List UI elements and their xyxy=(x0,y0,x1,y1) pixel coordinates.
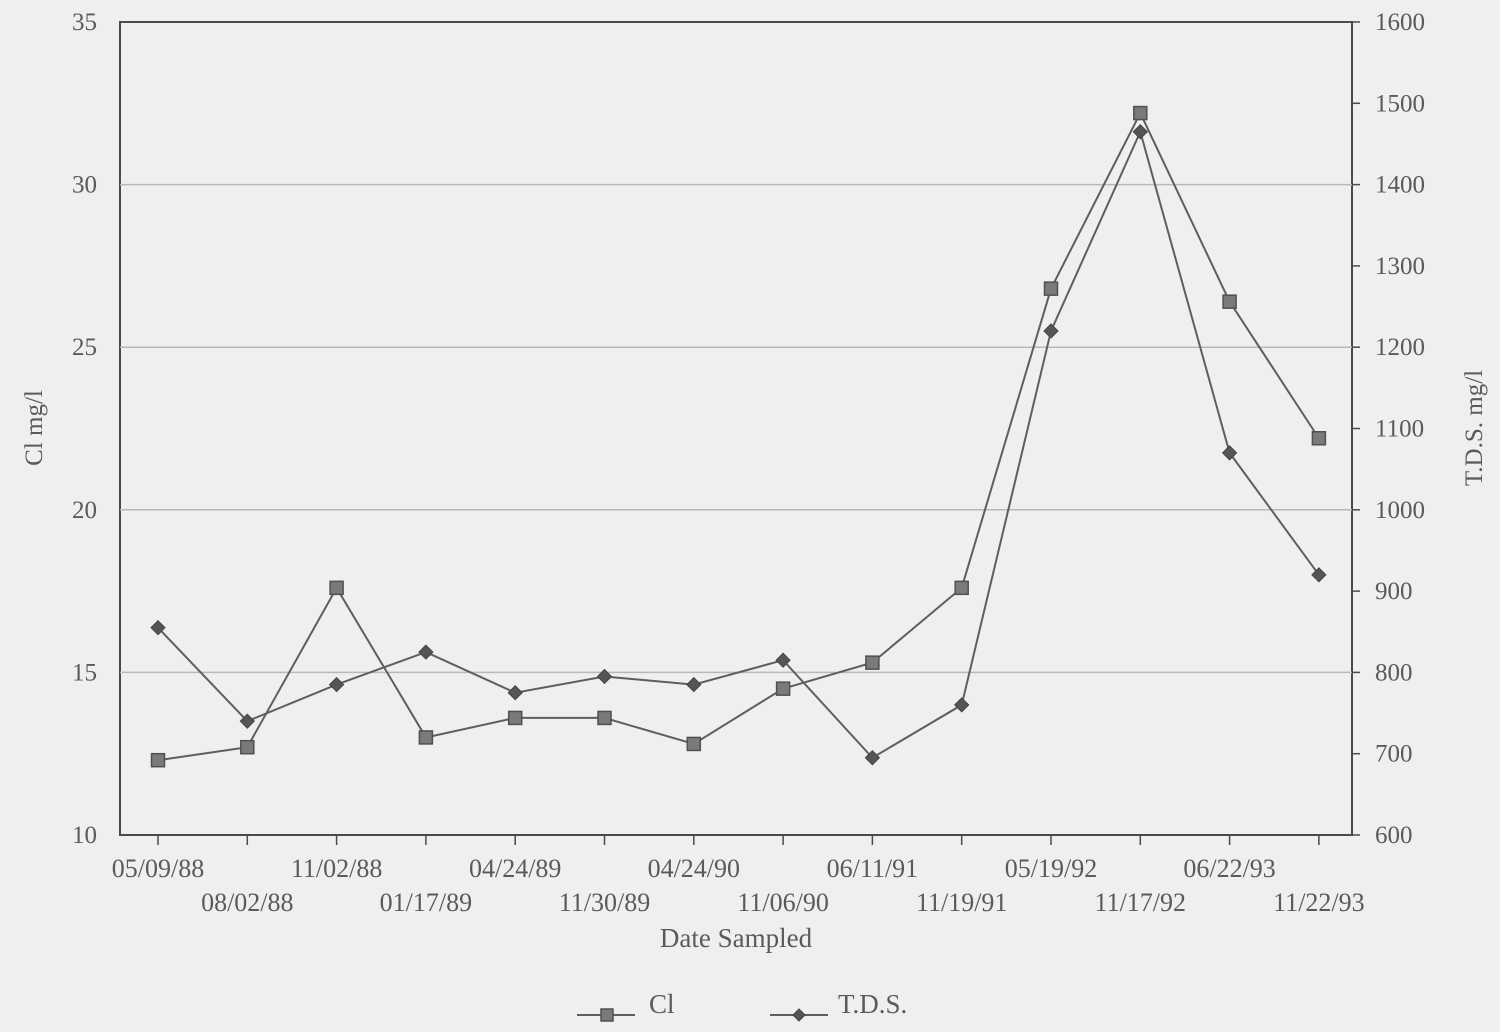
data-point-tds xyxy=(864,750,881,766)
data-point-tds xyxy=(596,668,613,685)
x-tick-label: 05/19/92 xyxy=(1005,854,1097,883)
legend-item: Cl xyxy=(577,989,675,1022)
data-point-cl xyxy=(597,710,612,726)
data-point-tds xyxy=(418,644,434,660)
x-tick-label: 11/17/92 xyxy=(1095,888,1186,917)
y-tick-label-left: 10 xyxy=(72,822,97,849)
data-point-cl xyxy=(150,752,166,768)
data-point-cl xyxy=(1311,431,1327,446)
y-tick-label-right: 1400 xyxy=(1375,172,1425,199)
x-tick-label: 06/11/91 xyxy=(827,854,918,883)
y-tick-label-left: 30 xyxy=(72,172,97,199)
data-point-tds xyxy=(775,652,791,668)
data-point-tds xyxy=(328,676,345,693)
x-tick-label: 11/22/93 xyxy=(1273,888,1364,917)
y-tick-label-right: 1100 xyxy=(1375,416,1424,443)
data-point-cl xyxy=(686,736,702,752)
series-line xyxy=(157,128,1320,760)
series-tds xyxy=(150,124,1327,766)
data-point-tds xyxy=(1311,567,1327,583)
series-cl xyxy=(150,105,1327,768)
gridlines xyxy=(120,183,1352,674)
data-point-cl xyxy=(775,681,791,696)
y-tick-label-right: 800 xyxy=(1375,659,1413,686)
legend-label: T.D.S. xyxy=(838,989,907,1019)
legend-item: T.D.S. xyxy=(770,989,907,1022)
axes: 10 15 20 25 30 35 600 700 800 900 1000 1100 1200 1300… xyxy=(72,9,1425,917)
y-tick-label-right: 700 xyxy=(1375,741,1413,768)
data-point-cl xyxy=(1133,105,1148,121)
legend-marker-square xyxy=(600,1008,614,1022)
x-tick-label: 04/24/90 xyxy=(648,854,740,883)
data-point-cl xyxy=(329,580,344,596)
data-point-cl xyxy=(865,655,880,670)
x-tick-label: 08/02/88 xyxy=(201,888,293,917)
data-point-cl xyxy=(418,730,434,745)
data-point-tds xyxy=(1132,124,1149,140)
series-line xyxy=(157,110,1320,762)
data-point-tds xyxy=(686,676,702,693)
y-tick-label-right: 900 xyxy=(1375,578,1413,605)
data-point-cl xyxy=(1222,294,1237,309)
x-tick-label: 11/06/90 xyxy=(737,888,828,917)
x-tick-label: 05/09/88 xyxy=(112,854,204,883)
y-tick-label-left: 25 xyxy=(72,334,97,361)
legend-marker-diamond xyxy=(792,1008,806,1022)
y-tick-label-right: 1500 xyxy=(1375,90,1425,117)
x-axis-label: Date Sampled xyxy=(660,923,813,953)
data-point-cl xyxy=(954,580,969,596)
x-tick-label: 01/17/89 xyxy=(380,888,472,917)
y-tick-label-left: 35 xyxy=(72,9,97,36)
data-point-tds xyxy=(150,619,166,636)
data-point-cl xyxy=(1043,281,1059,296)
y-tick-label-right: 1600 xyxy=(1375,9,1425,36)
x-tick-label: 11/30/89 xyxy=(559,888,650,917)
y-tick-label-left: 20 xyxy=(72,497,97,524)
x-tick-label: 11/02/88 xyxy=(291,854,382,883)
series-layer xyxy=(150,105,1327,768)
y-tick-label-right: 600 xyxy=(1375,822,1413,849)
data-point-tds xyxy=(1221,445,1238,461)
legend: Cl T.D.S. xyxy=(577,989,907,1022)
data-point-tds xyxy=(507,685,523,701)
y-tick-label-left: 15 xyxy=(72,659,97,686)
data-point-cl xyxy=(240,739,255,755)
data-point-tds xyxy=(1043,323,1059,339)
data-point-tds xyxy=(239,713,256,729)
data-point-cl xyxy=(507,710,523,726)
plot-area xyxy=(119,21,1353,836)
x-tick-label: 11/19/91 xyxy=(916,888,1007,917)
y-tick-label-right: 1200 xyxy=(1375,334,1425,361)
y-axis-label-right: T.D.S. mg/l xyxy=(1461,370,1488,486)
legend-label: Cl xyxy=(649,989,675,1019)
x-tick-label: 04/24/89 xyxy=(469,854,561,883)
x-tick-label: 06/22/93 xyxy=(1183,854,1275,883)
y-axis-label-left: Cl mg/l xyxy=(21,390,48,466)
y-tick-label-right: 1000 xyxy=(1375,497,1425,524)
data-point-tds xyxy=(953,697,970,713)
y-tick-label-right: 1300 xyxy=(1375,253,1425,280)
